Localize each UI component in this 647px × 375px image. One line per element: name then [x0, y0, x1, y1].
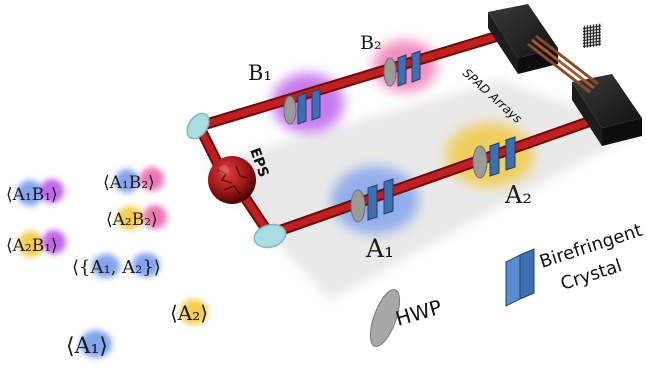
label-hwp: HWP — [393, 295, 445, 331]
crystals-a2 — [489, 136, 516, 177]
laser-beams — [194, 30, 594, 240]
expectation-a2b2: ⟨A₂B₂⟩ — [106, 210, 158, 230]
crystals-b2 — [397, 50, 421, 87]
label-a2: A₂ — [504, 181, 532, 209]
crystals-a1 — [367, 178, 394, 221]
label-a1: A₁ — [365, 234, 394, 263]
hwp-b1 — [283, 95, 297, 125]
expectation-blobs — [17, 167, 208, 358]
birefringent-crystals — [297, 50, 516, 221]
mirror-top — [186, 112, 210, 140]
detector-cable — [527, 34, 599, 94]
mirror-bottom — [253, 223, 287, 249]
expectation-a1b2: ⟨A₁B₂⟩ — [103, 173, 155, 193]
label-b1: B₁ — [248, 61, 272, 85]
expectation-a1: ⟨A₁⟩ — [66, 334, 108, 359]
half-wave-plates — [283, 57, 488, 223]
expectation-a1b1: ⟨A₁B₁⟩ — [6, 185, 58, 205]
hwp-a1 — [350, 189, 366, 223]
spad-detector-bottom — [572, 23, 642, 146]
ground-shadows — [205, 80, 640, 300]
hwp-a2 — [472, 145, 488, 179]
expectation-anticommutator: ⟨{A₁, A₂}⟩ — [72, 257, 161, 278]
crystals-b1 — [297, 88, 321, 125]
hwp-b2 — [383, 57, 397, 87]
expectation-a2b1: ⟨A₂B₁⟩ — [6, 236, 58, 256]
eps-source — [208, 156, 256, 204]
label-b2: B₂ — [360, 32, 382, 54]
spad-detector-top — [488, 4, 558, 74]
legend-hwp-shape — [369, 289, 401, 347]
expectation-a2: ⟨A₂⟩ — [170, 301, 208, 325]
legend-crystal-shape — [505, 248, 535, 307]
label-and: & — [536, 67, 559, 92]
